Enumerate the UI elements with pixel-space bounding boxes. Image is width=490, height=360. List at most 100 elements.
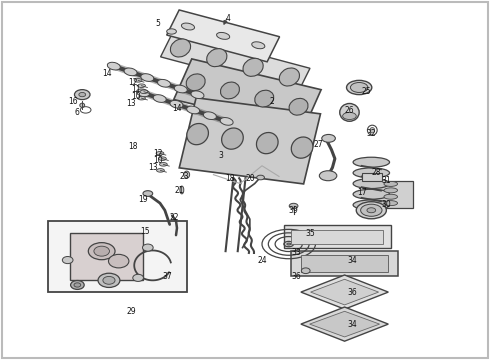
- Text: 29: 29: [126, 307, 136, 316]
- Polygon shape: [167, 10, 280, 62]
- Ellipse shape: [167, 29, 176, 34]
- Ellipse shape: [187, 123, 208, 145]
- Text: 30: 30: [381, 201, 391, 210]
- Ellipse shape: [143, 244, 153, 251]
- Text: 21: 21: [174, 186, 184, 195]
- Text: 31: 31: [381, 176, 391, 185]
- Ellipse shape: [350, 82, 368, 93]
- Ellipse shape: [384, 188, 397, 193]
- Ellipse shape: [243, 58, 263, 76]
- Ellipse shape: [124, 68, 137, 76]
- Ellipse shape: [62, 257, 73, 264]
- Ellipse shape: [301, 268, 310, 274]
- Ellipse shape: [71, 280, 84, 289]
- Text: 25: 25: [362, 86, 371, 95]
- Polygon shape: [291, 251, 398, 276]
- Text: 17: 17: [357, 188, 367, 197]
- Text: 39: 39: [289, 206, 298, 215]
- Ellipse shape: [289, 98, 308, 115]
- Text: 15: 15: [141, 227, 150, 236]
- Ellipse shape: [159, 157, 166, 161]
- Text: 32: 32: [367, 129, 376, 138]
- Ellipse shape: [252, 42, 265, 49]
- Ellipse shape: [186, 74, 205, 91]
- Bar: [48, 221, 187, 292]
- Ellipse shape: [353, 179, 390, 189]
- Text: 14: 14: [172, 104, 182, 113]
- Ellipse shape: [322, 134, 335, 142]
- Ellipse shape: [343, 112, 356, 120]
- Text: 27: 27: [313, 140, 323, 149]
- Text: 33: 33: [291, 248, 301, 257]
- Ellipse shape: [138, 96, 146, 100]
- Text: 18: 18: [226, 174, 235, 183]
- Ellipse shape: [157, 80, 171, 87]
- Ellipse shape: [384, 201, 397, 206]
- Ellipse shape: [174, 85, 187, 93]
- Text: 36: 36: [291, 271, 301, 280]
- Text: 28: 28: [371, 168, 381, 177]
- Ellipse shape: [138, 84, 146, 87]
- Ellipse shape: [289, 203, 298, 209]
- Ellipse shape: [170, 100, 183, 108]
- Text: 36: 36: [347, 288, 357, 297]
- Ellipse shape: [107, 62, 121, 70]
- Ellipse shape: [257, 175, 265, 180]
- Ellipse shape: [74, 283, 81, 287]
- Ellipse shape: [384, 194, 397, 199]
- Text: 16: 16: [68, 97, 77, 106]
- Ellipse shape: [184, 171, 190, 178]
- Text: 35: 35: [306, 229, 316, 238]
- Ellipse shape: [221, 128, 243, 149]
- Text: 10: 10: [153, 156, 162, 165]
- Text: 4: 4: [225, 14, 230, 23]
- Ellipse shape: [191, 91, 204, 99]
- Ellipse shape: [157, 168, 164, 172]
- Ellipse shape: [287, 243, 291, 245]
- Ellipse shape: [153, 95, 166, 102]
- Polygon shape: [301, 275, 388, 309]
- Text: 5: 5: [155, 19, 160, 28]
- Ellipse shape: [279, 68, 299, 86]
- Ellipse shape: [181, 23, 195, 30]
- Ellipse shape: [156, 152, 164, 155]
- Text: 22: 22: [170, 213, 179, 222]
- Ellipse shape: [187, 106, 199, 114]
- Text: 34: 34: [347, 320, 357, 329]
- Ellipse shape: [80, 103, 85, 107]
- Polygon shape: [291, 230, 384, 244]
- Ellipse shape: [256, 132, 278, 154]
- Ellipse shape: [319, 171, 337, 181]
- Text: 18: 18: [128, 142, 138, 151]
- Ellipse shape: [88, 243, 115, 260]
- Ellipse shape: [346, 80, 372, 95]
- Ellipse shape: [255, 90, 274, 107]
- Polygon shape: [284, 225, 391, 248]
- Ellipse shape: [217, 32, 230, 39]
- Ellipse shape: [134, 78, 142, 82]
- Ellipse shape: [137, 89, 149, 97]
- Ellipse shape: [98, 273, 120, 288]
- Polygon shape: [174, 59, 321, 130]
- Polygon shape: [369, 181, 413, 208]
- Ellipse shape: [180, 186, 184, 194]
- Ellipse shape: [361, 204, 382, 216]
- Bar: [362, 173, 382, 181]
- Text: 19: 19: [138, 195, 148, 204]
- Ellipse shape: [291, 137, 313, 158]
- Text: 10: 10: [131, 92, 141, 101]
- Polygon shape: [310, 311, 380, 337]
- Ellipse shape: [108, 255, 129, 268]
- Text: 24: 24: [257, 256, 267, 265]
- Ellipse shape: [133, 274, 144, 282]
- Ellipse shape: [220, 82, 240, 99]
- Ellipse shape: [370, 127, 375, 133]
- Ellipse shape: [159, 163, 167, 166]
- Text: 14: 14: [102, 69, 111, 78]
- Ellipse shape: [220, 118, 233, 125]
- Ellipse shape: [340, 103, 359, 121]
- Text: 3: 3: [218, 150, 223, 159]
- Text: 34: 34: [347, 256, 357, 265]
- Polygon shape: [311, 279, 379, 305]
- Polygon shape: [301, 307, 388, 341]
